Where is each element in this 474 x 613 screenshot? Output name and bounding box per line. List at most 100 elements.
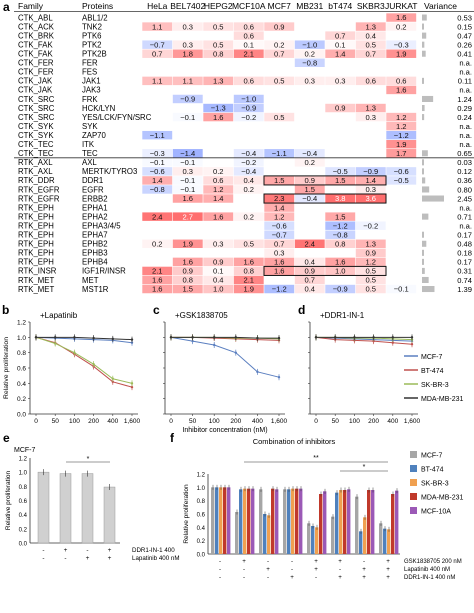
variance-na: n.a. xyxy=(459,122,472,131)
heatmap-header: MCF10A xyxy=(232,1,266,11)
heatmap-cell-value: 0.1 xyxy=(335,40,346,49)
heatmap-cell xyxy=(233,40,264,49)
heatmap-cell-value: 1.9 xyxy=(182,239,193,248)
heatmap-cell xyxy=(386,140,417,149)
heatmap-protein-label: EPHA1 xyxy=(82,203,108,212)
heatmap-cell xyxy=(294,58,325,67)
variance-value: 0.47 xyxy=(457,31,472,40)
x-tick-label: 100 xyxy=(349,418,360,425)
significance-marker: ** xyxy=(313,455,319,462)
heatmap-cell xyxy=(203,275,234,285)
heatmap-cell-value: 0.6 xyxy=(243,77,254,86)
bar xyxy=(215,487,219,554)
heatmap-cell xyxy=(386,121,417,131)
heatmap-cell-value: 1.9 xyxy=(396,140,407,149)
heatmap-cell xyxy=(355,284,386,294)
sign-row1: - xyxy=(86,547,88,554)
heatmap-family-label: CTK_SYK xyxy=(18,122,54,131)
series-line xyxy=(35,336,133,344)
y-tick-label: 0.8 xyxy=(19,485,28,491)
variance-value: 0.29 xyxy=(457,104,472,113)
heatmap-cell xyxy=(264,239,295,248)
heatmap-family-label: RTK_EPH xyxy=(18,240,54,249)
heatmap-cell-value: 0.3 xyxy=(304,77,315,86)
heatmap-cell-value: −0.7 xyxy=(150,40,165,49)
heatmap-cell xyxy=(203,49,234,58)
variance-bar xyxy=(422,286,435,293)
bar xyxy=(339,490,343,554)
heatmap-cell xyxy=(325,221,356,230)
y-tick-label: 0.4 xyxy=(197,526,206,532)
bar xyxy=(311,526,315,554)
heatmap-cell xyxy=(355,103,386,113)
heatmap-cell-value: 1.5 xyxy=(304,185,315,194)
heatmap-cell xyxy=(325,239,356,248)
bar xyxy=(37,471,50,544)
heatmap-cell xyxy=(142,275,173,285)
x-tick-label: 400 xyxy=(107,418,118,425)
heatmap-cell-value: −0.8 xyxy=(302,58,317,67)
heatmap-cell-value: 0.4 xyxy=(304,285,315,294)
heatmap-cell xyxy=(325,167,356,176)
heatmap-cell-value: 0.7 xyxy=(335,31,346,40)
heatmap-cell-value: −0.2 xyxy=(241,113,256,122)
bar xyxy=(371,490,375,554)
heatmap-cell-value: 0.9 xyxy=(304,176,315,185)
heatmap-cell xyxy=(172,149,203,158)
row-label: DDR1-IN-1 400 nM xyxy=(404,575,455,581)
heatmap-cell-value: 0.3 xyxy=(365,113,376,122)
variance-bar xyxy=(422,195,444,202)
bar xyxy=(243,488,247,554)
heatmap-header: JURKAT xyxy=(385,1,417,11)
heatmap-cell xyxy=(203,103,234,113)
heatmap-cell-value: −0.9 xyxy=(333,285,348,294)
variance-bar xyxy=(422,77,424,84)
heatmap-family-label: CTK_SRC xyxy=(18,95,55,104)
heatmap-cell xyxy=(325,230,356,239)
heatmap-cell-value: −0.1 xyxy=(180,185,195,194)
sign-row1: + xyxy=(108,547,112,554)
heatmap-protein-label: FES xyxy=(82,68,97,77)
bar xyxy=(219,487,223,554)
heatmap-cell xyxy=(172,40,203,49)
heatmap-family-label: RTK_INSR xyxy=(18,267,57,276)
row-label: Lapatinib 400 nM xyxy=(132,555,179,562)
variance-value: 0.71 xyxy=(457,212,472,221)
heatmap-cell-value: 0.1 xyxy=(213,267,224,276)
heatmap-cell-value: 0.7 xyxy=(274,239,285,248)
heatmap-header: bT474 xyxy=(328,1,352,11)
variance-bar xyxy=(422,159,424,166)
heatmap-cell-value: 2.4 xyxy=(152,212,163,221)
legend-swatch xyxy=(410,451,417,458)
heatmap-cell-value: 0.4 xyxy=(304,258,315,267)
heatmap-cell-value: −1.1 xyxy=(150,131,165,140)
data-point xyxy=(73,351,76,354)
significance-marker: * xyxy=(363,464,366,471)
heatmap-cell xyxy=(233,284,264,294)
heatmap-header: SKBR3 xyxy=(357,1,385,11)
y-tick-label: 0.0 xyxy=(17,412,26,419)
heatmap-cell xyxy=(386,130,417,140)
heatmap-cell xyxy=(355,167,386,176)
bar xyxy=(315,527,319,554)
heatmap-header: Family xyxy=(18,1,44,11)
variance-na: n.a. xyxy=(459,203,472,212)
heatmap-cell xyxy=(264,248,295,258)
heatmap-family-label: RTK_EPH xyxy=(18,249,54,258)
heatmap-cell-value: −0.2 xyxy=(241,158,256,167)
heatmap-protein-label: FRK xyxy=(82,95,98,104)
heatmap-protein-label: PTK6 xyxy=(82,31,102,40)
heatmap-cell xyxy=(142,130,173,140)
heatmap-cell-value: −1.0 xyxy=(302,40,317,49)
sign-row2: + xyxy=(86,555,90,562)
legend-swatch xyxy=(410,479,417,486)
heatmap-cell xyxy=(355,31,386,40)
heatmap-cell-value: −1.2 xyxy=(394,131,409,140)
heatmap-cell xyxy=(172,49,203,58)
heatmap-cell-value: −1.4 xyxy=(180,149,195,158)
heatmap-cell xyxy=(386,13,417,22)
sign-cell: - xyxy=(243,566,245,573)
heatmap-cell xyxy=(233,103,264,113)
bar xyxy=(259,489,263,554)
data-point xyxy=(277,376,281,379)
